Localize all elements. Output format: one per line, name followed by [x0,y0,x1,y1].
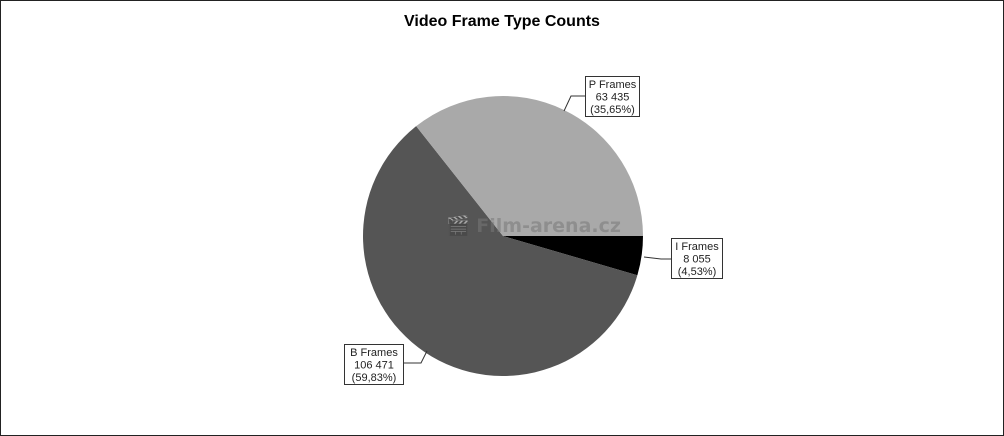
watermark-logo: 🎬 Film-arena.cz [446,215,621,237]
leader-line [563,95,585,112]
data-label-name: P Frames [589,79,637,91]
data-label-value-label: 106 471 [354,360,394,372]
data-label-value-label: 8 055 [683,254,711,266]
leader-line [403,350,428,364]
data-label-percent-label: (35,65%) [590,104,635,116]
leader-line [643,256,671,260]
chart-title: Video Frame Type Counts [404,13,600,30]
data-label-percent-label: (59,83%) [352,372,397,384]
data-label-percent-label: (4,53%) [678,266,717,278]
pie-slice-i-frames [503,236,643,276]
data-label-value-label: 63 435 [596,92,630,104]
data-label-box [671,238,723,279]
pie-slice-p-frames [416,95,643,236]
data-label-name: I Frames [675,241,719,253]
data-label-name: B Frames [350,347,398,359]
data-label-box [344,344,404,385]
data-label-box [585,76,640,117]
pie-slice-b-frames [363,126,638,376]
